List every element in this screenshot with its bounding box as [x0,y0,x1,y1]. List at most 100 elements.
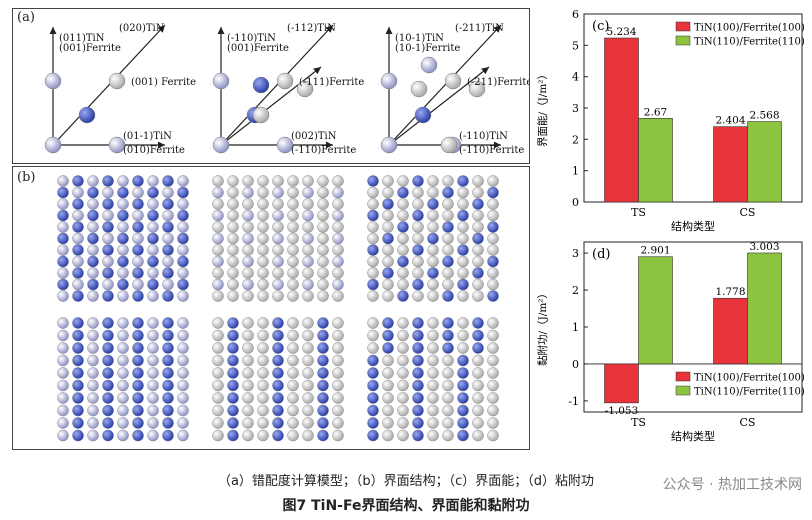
lattice-atom [412,186,424,199]
lattice-atom [302,392,314,404]
lattice-atom [117,417,129,429]
lattice-atom [367,429,379,442]
lattice-atom [102,175,114,187]
lattice-atom [382,429,394,442]
lattice-atom [382,244,394,256]
bar-value-label: -1.053 [605,405,639,417]
lattice-atom [72,417,84,429]
mismatch-model-diagram: (011)TiN(001)Ferrite(020)TiN(001) Ferrit… [44,23,529,156]
lattice-atom [257,342,269,354]
lattice-atom [57,342,69,354]
lattice-atom [332,278,344,291]
lattice-atom [442,404,454,417]
lattice-atom [72,244,84,256]
lattice-atom [367,342,379,354]
lattice-atom [287,354,299,367]
lattice-atom [102,392,114,404]
lattice-atom [177,290,189,302]
lattice-atom [102,354,114,367]
lattice-atom [72,367,84,379]
lattice-atom [382,198,394,210]
atom [380,136,398,154]
lattice-atom [132,317,144,329]
legend-swatch [675,35,691,46]
lattice-atom [412,232,424,245]
lattice-atom [57,392,69,404]
lattice-atom [457,379,469,392]
lattice-atom [332,209,344,222]
lattice-atom [227,367,239,379]
lattice-atom [242,379,254,392]
chart-panel-label: (d) [592,247,610,262]
lattice-atom [472,317,484,329]
lattice-atom [302,342,314,354]
lattice-atom [227,392,239,404]
lattice-atom [332,317,344,329]
lattice-atom [487,367,499,379]
lattice-atom [102,255,114,268]
lattice-atom [162,342,174,354]
lattice-atom [117,267,129,279]
lattice-atom [302,244,314,256]
orientation-label: (001)Ferrite [59,43,121,54]
lattice-atom [257,255,269,268]
lattice-atom [397,367,409,379]
lattice-atom [177,278,189,291]
axis-line [388,24,502,146]
lattice-atom [317,290,329,302]
lattice-atom [257,175,269,187]
lattice-atom [397,198,409,210]
lattice-atom [332,429,344,442]
lattice-atom [102,198,114,210]
lattice-atom [487,232,499,245]
atom [108,136,126,154]
bar-value-label: 2.568 [749,110,779,122]
lattice-atom [257,417,269,429]
lattice-atom [132,429,144,442]
lattice-atom [382,392,394,404]
lattice-atom [257,221,269,233]
lattice-atom [227,278,239,291]
lattice-atom [442,429,454,442]
lattice-atom [242,417,254,429]
lattice-atom [332,342,344,354]
lattice-atom [412,209,424,222]
lattice-atom [227,221,239,233]
lattice-atom [227,232,239,245]
lattice-atom [147,244,159,256]
lattice-atom [457,267,469,279]
lattice-atom [397,186,409,199]
lattice-atom [72,329,84,342]
lattice-atom [287,278,299,291]
lattice-atom [147,392,159,404]
lattice-atom [457,244,469,256]
lattice-atom [212,255,224,268]
lattice-atom [212,278,224,291]
lattice-atom [57,278,69,291]
lattice-atom [332,290,344,302]
lattice-atom [302,290,314,302]
lattice-atom [332,198,344,210]
lattice-atom [242,255,254,268]
bar [604,363,639,404]
lattice-atom [132,278,144,291]
lattice-atom [317,244,329,256]
lattice-atom [382,417,394,429]
lattice-atom [212,392,224,404]
mismatch-cell: (011)TiN(001)Ferrite (020)TiN (001) Ferrit… [44,23,196,156]
lattice-atom [212,404,224,417]
lattice-atom [57,367,69,379]
lattice-atom [132,379,144,392]
lattice-atom [132,175,144,187]
lattice-atom [242,232,254,245]
lattice-atom [472,392,484,404]
lattice-atom [177,209,189,222]
lattice-atom [177,232,189,245]
lattice-atom [177,429,189,442]
lattice-atom [397,175,409,187]
atom [276,72,294,90]
lattice-atom [367,329,379,342]
lattice-atom [57,290,69,302]
lattice-atom [117,317,129,329]
lattice-atom [87,329,99,342]
